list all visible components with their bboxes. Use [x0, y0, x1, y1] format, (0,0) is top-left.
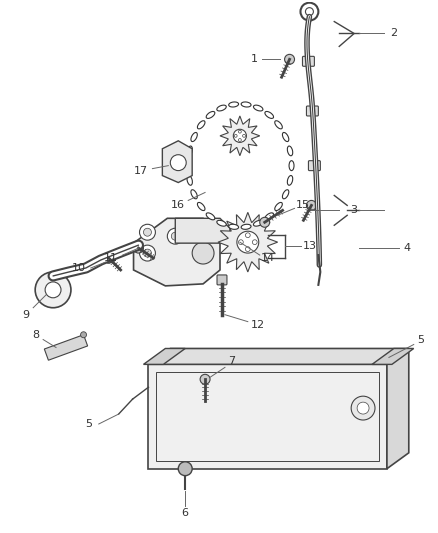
Circle shape [238, 240, 243, 245]
Text: 5: 5 [417, 335, 424, 344]
Ellipse shape [206, 213, 215, 220]
Polygon shape [148, 365, 387, 469]
FancyBboxPatch shape [307, 106, 318, 116]
Text: 8: 8 [32, 329, 40, 340]
Ellipse shape [229, 102, 239, 107]
Circle shape [144, 228, 152, 236]
Circle shape [245, 247, 250, 252]
Text: 9: 9 [23, 310, 30, 320]
Circle shape [140, 224, 155, 240]
Text: 14: 14 [261, 253, 275, 263]
Ellipse shape [217, 220, 226, 226]
Circle shape [233, 130, 247, 142]
Circle shape [134, 243, 144, 253]
Ellipse shape [254, 105, 263, 111]
Ellipse shape [283, 190, 289, 199]
Ellipse shape [206, 111, 215, 118]
Circle shape [192, 242, 214, 264]
Ellipse shape [217, 105, 226, 111]
Circle shape [357, 402, 369, 414]
Circle shape [178, 462, 192, 475]
Ellipse shape [265, 213, 274, 220]
Circle shape [351, 396, 375, 420]
Circle shape [104, 253, 114, 263]
Polygon shape [387, 349, 409, 469]
Circle shape [252, 240, 257, 245]
Circle shape [307, 200, 316, 211]
Ellipse shape [191, 133, 197, 142]
Text: 15: 15 [296, 200, 310, 211]
Ellipse shape [283, 133, 289, 142]
Circle shape [237, 231, 259, 253]
Circle shape [167, 228, 183, 244]
Text: 17: 17 [134, 166, 148, 175]
Text: 16: 16 [171, 200, 185, 211]
Text: 11: 11 [104, 253, 118, 263]
Circle shape [238, 139, 241, 141]
Circle shape [238, 130, 241, 133]
Circle shape [144, 249, 152, 257]
FancyBboxPatch shape [308, 160, 320, 171]
Text: 6: 6 [182, 508, 189, 519]
Text: 5: 5 [85, 419, 92, 429]
Circle shape [234, 134, 237, 138]
Ellipse shape [187, 175, 192, 185]
Circle shape [35, 272, 71, 308]
Polygon shape [220, 116, 260, 156]
Ellipse shape [275, 203, 283, 211]
Text: 13: 13 [302, 241, 316, 251]
Polygon shape [134, 219, 220, 286]
Ellipse shape [254, 220, 263, 226]
Polygon shape [162, 141, 192, 182]
Ellipse shape [289, 160, 294, 171]
Ellipse shape [265, 111, 274, 118]
Circle shape [171, 232, 179, 240]
Polygon shape [148, 349, 409, 365]
Circle shape [170, 155, 186, 171]
Circle shape [245, 233, 250, 238]
Polygon shape [175, 219, 230, 243]
Text: 1: 1 [251, 54, 258, 64]
Ellipse shape [241, 102, 251, 107]
Text: 2: 2 [390, 28, 397, 38]
Polygon shape [144, 349, 185, 365]
Ellipse shape [198, 120, 205, 129]
Circle shape [104, 253, 114, 263]
Polygon shape [372, 349, 414, 365]
Text: 10: 10 [72, 263, 86, 273]
Circle shape [45, 282, 61, 298]
Circle shape [285, 54, 294, 64]
Text: 3: 3 [351, 205, 358, 215]
Ellipse shape [287, 175, 293, 185]
Ellipse shape [186, 160, 191, 171]
Polygon shape [218, 212, 278, 272]
Ellipse shape [198, 203, 205, 211]
FancyBboxPatch shape [303, 56, 314, 66]
Polygon shape [44, 335, 88, 360]
Circle shape [260, 217, 270, 227]
Circle shape [300, 3, 318, 21]
Text: 12: 12 [251, 320, 265, 329]
Ellipse shape [187, 146, 192, 156]
Ellipse shape [275, 120, 283, 129]
Circle shape [305, 7, 314, 15]
Text: 4: 4 [403, 243, 410, 253]
Circle shape [81, 332, 87, 338]
Circle shape [243, 134, 245, 138]
Ellipse shape [191, 190, 197, 199]
Text: 7: 7 [228, 357, 236, 366]
FancyBboxPatch shape [217, 275, 227, 285]
Ellipse shape [229, 224, 239, 229]
Circle shape [140, 245, 155, 261]
Ellipse shape [241, 224, 251, 229]
Ellipse shape [287, 146, 293, 156]
Circle shape [200, 374, 210, 384]
